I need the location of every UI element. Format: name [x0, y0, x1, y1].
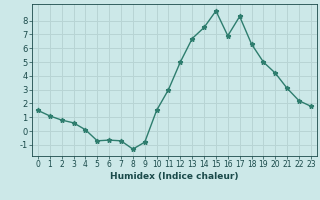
X-axis label: Humidex (Indice chaleur): Humidex (Indice chaleur) — [110, 172, 239, 181]
